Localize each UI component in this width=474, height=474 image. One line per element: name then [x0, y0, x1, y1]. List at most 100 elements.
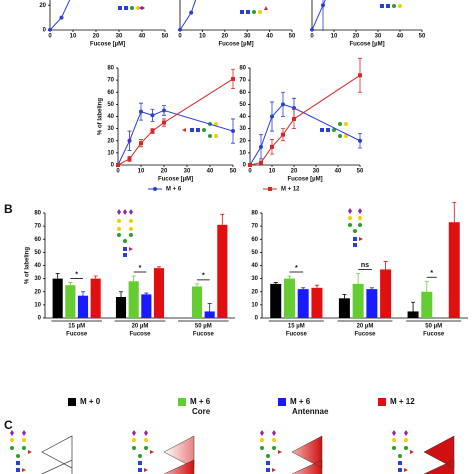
- category-label: 15 µM: [288, 324, 305, 330]
- category-label: 50 µM: [425, 324, 442, 330]
- marker: [162, 120, 166, 125]
- x-tick-label: 20: [161, 169, 168, 175]
- y-tick-label: 20: [39, 3, 46, 9]
- error-bar: [119, 291, 123, 297]
- marker: [270, 144, 274, 149]
- y-tick-label: 40: [107, 114, 114, 120]
- y-tick-label: 30: [251, 276, 258, 282]
- plot-area: [310, 0, 326, 31]
- plot-area: [48, 0, 71, 31]
- y-tick-label: 30: [239, 126, 246, 132]
- bar: [283, 278, 295, 318]
- legend-label: M + 6: [290, 397, 311, 406]
- line: [179, 0, 197, 31]
- legend-label: M + 12: [390, 397, 415, 406]
- x-tick-label: 0: [116, 169, 120, 175]
- legend-marker: [268, 187, 272, 191]
- y-tick-label: 0: [255, 316, 259, 322]
- y-tick-label: 0: [43, 28, 47, 34]
- x-tick-label: 30: [313, 169, 320, 175]
- significance-label: *: [75, 271, 78, 278]
- x-tick-label: 20: [291, 169, 298, 175]
- x-axis-label: Fucose [µM]: [349, 42, 384, 48]
- y-tick-label: 50: [34, 250, 41, 256]
- bar: [421, 291, 433, 318]
- significance-label: ns: [361, 262, 369, 269]
- marker: [162, 108, 166, 113]
- bar: [338, 298, 350, 318]
- x-tick-label: 20: [221, 34, 228, 40]
- plot-area: [178, 0, 197, 31]
- significance-label: *: [430, 270, 433, 277]
- marker: [150, 129, 155, 134]
- y-tick-label: 80: [107, 66, 114, 72]
- x-axis-label: Fucose [µM]: [218, 42, 253, 48]
- x-tick-label: 20: [93, 34, 100, 40]
- marker: [248, 163, 252, 167]
- y-tick-label: 80: [251, 211, 258, 217]
- bar: [380, 269, 392, 318]
- legend-label: M + 0: [80, 397, 101, 406]
- y-tick-label: 30: [107, 126, 114, 132]
- marker: [127, 138, 132, 143]
- error-bar: [273, 282, 278, 284]
- x-tick-label: 40: [397, 34, 404, 40]
- category-label: Fucose: [129, 332, 151, 338]
- marker: [358, 73, 362, 78]
- y-tick-label: 70: [239, 78, 246, 84]
- y-tick-label: 60: [251, 237, 258, 243]
- marker: [321, 3, 325, 8]
- bar: [153, 268, 165, 318]
- category-label: Fucose: [193, 332, 215, 338]
- marker: [48, 28, 52, 31]
- line: [249, 74, 361, 166]
- category-label: 50 µM: [195, 324, 212, 330]
- bar: [270, 283, 282, 318]
- y-tick-label: 10: [34, 302, 41, 308]
- error-bar: [424, 280, 429, 292]
- x-tick-label: 0: [310, 34, 314, 40]
- error-bar: [131, 275, 136, 282]
- y-tick-label: 50: [239, 102, 246, 108]
- x-tick-label: 50: [419, 34, 426, 40]
- y-tick-label: 50: [107, 102, 114, 108]
- error-bar: [68, 282, 73, 286]
- x-tick-label: 10: [269, 169, 276, 175]
- marker: [178, 28, 182, 31]
- y-tick-label: 60: [239, 90, 246, 96]
- x-tick-label: 30: [184, 169, 191, 175]
- y-tick-label: 10: [239, 150, 246, 156]
- line: [117, 78, 234, 166]
- bar: [115, 297, 127, 318]
- y-tick-label: 20: [251, 289, 258, 295]
- y-tick-label: 20: [34, 289, 41, 295]
- legend-swatch: [278, 398, 286, 406]
- x-tick-label: 40: [266, 34, 273, 40]
- x-tick-label: 50: [289, 34, 296, 40]
- marker: [116, 163, 120, 167]
- error-bar: [452, 202, 457, 223]
- error-bar: [144, 292, 149, 295]
- bar: [90, 278, 101, 318]
- error-bar: [55, 272, 60, 279]
- error-bar: [220, 213, 225, 225]
- glycan-icons: [10, 4, 455, 474]
- bar: [366, 289, 378, 318]
- error-bar: [287, 275, 292, 279]
- bar: [311, 287, 323, 318]
- legend-swatch: [68, 398, 76, 406]
- significance-label: *: [202, 273, 205, 280]
- marker: [259, 144, 263, 149]
- y-tick-label: 60: [107, 90, 114, 96]
- significance-label: *: [295, 265, 298, 272]
- bar: [77, 295, 89, 318]
- category-label: Fucose: [66, 332, 88, 338]
- error-bar: [195, 283, 199, 287]
- error-bar: [93, 275, 98, 279]
- plot-area: [116, 68, 235, 167]
- marker: [270, 114, 274, 119]
- x-tick-label: 10: [138, 169, 145, 175]
- x-tick-label: 20: [353, 34, 360, 40]
- y-tick-label: 40: [239, 114, 246, 120]
